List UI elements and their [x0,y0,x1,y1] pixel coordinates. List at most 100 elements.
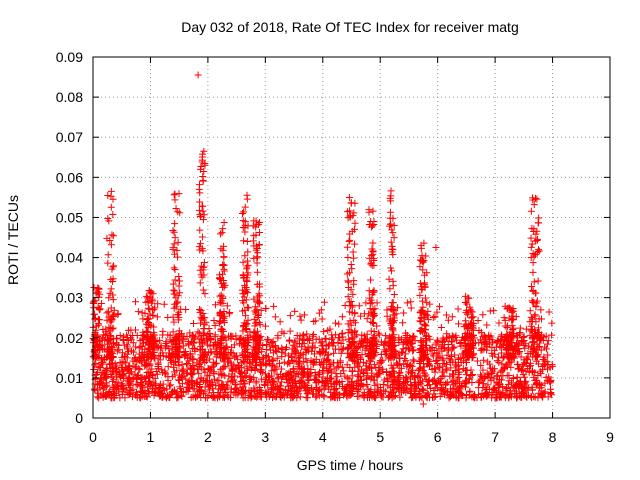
data-point [520,383,528,391]
data-point [477,361,485,369]
data-point [255,290,263,298]
data-point [209,380,217,388]
data-point [445,333,453,341]
data-point [274,345,282,353]
data-point [390,234,398,242]
data-point [169,244,177,252]
data-point [309,344,317,352]
data-point [356,373,364,381]
data-point [171,266,179,274]
data-point [461,380,469,388]
data-point [483,321,491,329]
data-point [216,298,224,306]
data-point [360,370,368,378]
data-point [532,302,540,310]
data-point [335,334,343,342]
data-point [468,379,476,387]
data-point [399,340,407,348]
data-point [321,335,329,343]
data-point [197,212,205,220]
data-point [501,302,509,310]
data-point [332,370,340,378]
data-point [214,394,222,402]
data-point [95,305,103,313]
data-point [228,377,236,385]
data-point [475,378,483,386]
data-point [265,376,273,384]
data-point [199,390,207,398]
data-point [371,305,379,313]
data-point [232,335,240,343]
data-point [156,352,164,360]
data-point [91,361,99,369]
data-point [297,316,305,324]
data-point [388,226,396,234]
data-point [217,291,225,299]
data-point [142,328,150,336]
data-point [344,277,352,285]
data-point [91,315,99,323]
data-point [487,332,495,340]
data-point [104,251,112,259]
data-point [453,336,461,344]
data-point [533,297,541,305]
data-point [303,358,311,366]
data-point [527,243,535,251]
data-point [240,237,248,245]
data-point [100,331,108,339]
data-point [533,346,541,354]
data-point [143,348,151,356]
data-point [269,385,277,393]
data-point [167,381,175,389]
data-point [446,393,454,401]
data-point [132,363,140,371]
data-point [338,346,346,354]
data-point [245,391,253,399]
data-point [394,361,402,369]
data-point [476,371,484,379]
data-point [347,321,355,329]
data-point [253,293,261,301]
data-point [220,261,228,269]
data-point [170,228,178,236]
data-point [338,313,346,321]
data-point [527,207,535,215]
data-point [318,342,326,350]
data-point [109,275,117,283]
data-point [239,376,247,384]
data-point [250,328,258,336]
data-point [381,348,389,356]
data-point [396,354,404,362]
data-point [148,297,156,305]
data-point [370,392,378,400]
data-point [292,372,300,380]
data-point [145,389,153,397]
data-point [242,325,250,333]
data-point [416,357,424,365]
x-tick-label: 7 [491,429,499,445]
data-point [315,309,323,317]
data-point [531,376,539,384]
data-point [490,375,498,383]
data-point [322,335,330,343]
data-point [307,356,315,364]
data-point [255,298,263,306]
data-point [244,248,252,256]
data-point [463,306,471,314]
data-point [204,365,212,373]
data-point [126,380,134,388]
data-point [277,393,285,401]
data-point [529,268,537,276]
data-point [90,299,98,307]
data-point [267,346,275,354]
data-point [281,386,289,394]
data-point [508,316,516,324]
data-point [440,336,448,344]
data-point [164,363,172,371]
data-point [240,208,248,216]
data-point [529,338,537,346]
data-point [387,315,395,323]
data-point [200,325,208,333]
data-point [466,337,474,345]
data-point [315,358,323,366]
